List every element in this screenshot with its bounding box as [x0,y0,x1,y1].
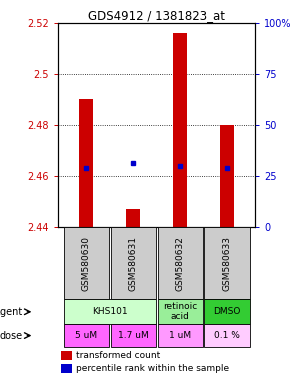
Text: agent: agent [0,307,23,317]
Text: percentile rank within the sample: percentile rank within the sample [76,364,229,373]
Text: GSM580632: GSM580632 [175,236,184,291]
Bar [204,299,250,324]
Text: dose: dose [0,331,23,341]
Bar [126,209,140,227]
Title: GDS4912 / 1381823_at: GDS4912 / 1381823_at [88,9,225,22]
Text: GSM580633: GSM580633 [222,236,231,291]
Bar [64,299,156,324]
Bar [157,299,203,324]
Bar [204,227,250,299]
Text: KHS101: KHS101 [92,307,128,316]
Bar [157,324,203,347]
Bar [64,324,109,347]
Bar [157,227,203,299]
Bar [64,227,109,299]
Bar [110,324,156,347]
Text: GSM580631: GSM580631 [129,236,138,291]
Bar [173,33,187,227]
Bar [79,99,93,227]
Bar [204,324,250,347]
Text: DMSO: DMSO [213,307,241,316]
Text: GSM580630: GSM580630 [82,236,91,291]
Text: retinoic
acid: retinoic acid [163,302,197,321]
Bar [220,125,234,227]
Text: 5 uM: 5 uM [75,331,97,340]
Text: 0.1 %: 0.1 % [214,331,240,340]
Text: transformed count: transformed count [76,351,160,360]
Text: 1 uM: 1 uM [169,331,191,340]
Bar [110,227,156,299]
Text: 1.7 uM: 1.7 uM [118,331,148,340]
Bar [61,351,72,360]
Bar [61,364,72,373]
